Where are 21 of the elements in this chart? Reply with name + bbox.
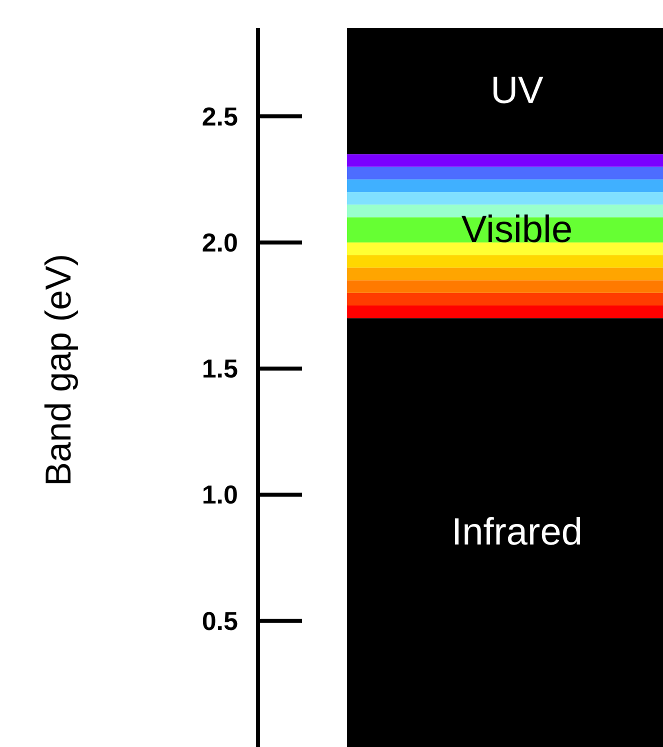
bar <box>347 28 663 154</box>
bar <box>347 192 663 205</box>
bar <box>347 268 663 280</box>
y-tick-label: 1.5 <box>202 354 238 384</box>
series-label: Infrared <box>452 512 582 554</box>
bar <box>347 179 663 192</box>
bar <box>347 280 663 293</box>
y-axis-title: Band gap (eV) <box>38 254 78 486</box>
bar <box>347 242 663 256</box>
series-label: UV <box>490 70 544 112</box>
series-label: Visible <box>461 208 573 251</box>
y-tick-label: 0.5 <box>202 606 238 636</box>
y-tick-label: 2.5 <box>202 101 238 132</box>
y-tick-label: 1.0 <box>202 480 238 510</box>
bar <box>347 154 663 167</box>
bar <box>347 166 663 180</box>
bar <box>347 318 663 747</box>
bar <box>347 306 663 318</box>
y-tick-label: 2.0 <box>202 227 238 258</box>
bar <box>347 255 663 268</box>
bar <box>347 292 663 306</box>
